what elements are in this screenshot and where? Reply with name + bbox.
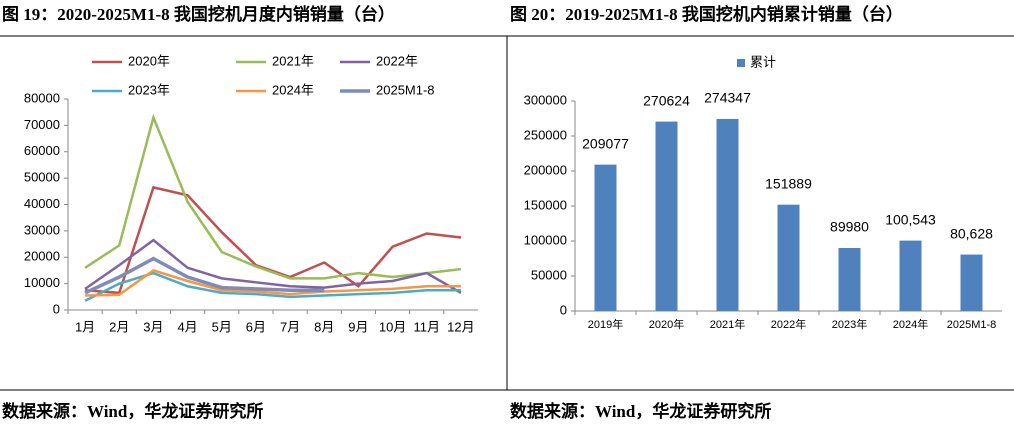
y-tick-label: 20000	[24, 249, 60, 264]
x-tick-label: 2023年	[832, 317, 867, 331]
x-tick-label: 2022年	[771, 317, 806, 331]
bar	[594, 164, 617, 311]
bar	[777, 204, 800, 311]
value-label: 209077	[582, 135, 629, 151]
legend-label: 2023年	[128, 82, 170, 97]
series-line	[84, 238, 462, 294]
legend-label: 累计	[750, 54, 776, 69]
y-tick-label: 300000	[524, 92, 567, 107]
y-tick-label: 0	[53, 301, 60, 316]
series-line	[85, 269, 461, 297]
x-tick-label: 1月	[75, 319, 95, 334]
x-tick-label: 4月	[177, 319, 197, 334]
x-tick-label: 2024年	[893, 317, 928, 331]
y-tick-label: 40000	[24, 196, 60, 211]
x-tick-label: 3月	[143, 319, 163, 334]
x-tick-label: 2020年	[649, 317, 684, 331]
x-tick-label: 2019年	[588, 317, 623, 331]
y-tick-label: 80000	[24, 90, 60, 105]
value-label: 151889	[765, 175, 812, 191]
y-tick-label: 70000	[24, 117, 60, 132]
x-tick-label: 6月	[246, 319, 266, 334]
x-tick-label: 12月	[447, 319, 474, 334]
x-tick-label: 11月	[414, 319, 441, 334]
value-label: 80,628	[950, 225, 993, 241]
x-tick-label: 2月	[109, 319, 129, 334]
y-tick-label: 50000	[531, 267, 567, 282]
bar	[838, 248, 861, 311]
y-tick-label: 10000	[24, 275, 60, 290]
x-tick-label: 9月	[348, 319, 368, 334]
x-tick-label: 2021年	[710, 317, 745, 331]
source: 数据来源：Wind，华龙证券研究所	[510, 401, 771, 421]
value-label: 100,543	[885, 211, 936, 227]
y-tick-label: 100000	[524, 232, 567, 247]
legend-label: 2022年	[376, 53, 418, 68]
y-tick-label: 200000	[524, 162, 567, 177]
value-label: 270624	[643, 92, 690, 108]
bar	[655, 121, 678, 311]
y-tick-label: 0	[560, 302, 567, 317]
y-tick-label: 250000	[524, 127, 567, 142]
legend-swatch	[737, 59, 745, 67]
x-tick-label: 7月	[280, 319, 300, 334]
legend-label: 2024年	[272, 82, 314, 97]
x-tick-label: 2025M1-8	[947, 319, 997, 331]
value-label: 274347	[704, 90, 751, 106]
bar	[960, 254, 983, 311]
x-tick-label: 5月	[212, 319, 232, 334]
bar	[899, 240, 922, 311]
y-tick-label: 150000	[524, 197, 567, 212]
source: 数据来源：Wind，华龙证券研究所	[2, 401, 263, 421]
x-tick-label: 10月	[379, 319, 406, 334]
series-line	[84, 113, 462, 280]
bar	[716, 118, 739, 312]
legend-label: 2025M1-8	[376, 82, 435, 97]
chart-title: 图 19：2020-2025M1-8 我国挖机月度内销销量（台）	[2, 4, 395, 24]
value-label: 89980	[830, 219, 869, 235]
series-line	[84, 256, 325, 295]
y-tick-label: 60000	[24, 143, 60, 158]
y-tick-label: 50000	[24, 170, 60, 185]
legend-label: 2020年	[128, 53, 170, 68]
y-tick-label: 30000	[24, 222, 60, 237]
chart-title: 图 20：2019-2025M1-8 我国挖机内销累计销量（台）	[510, 4, 903, 24]
legend-label: 2021年	[272, 53, 314, 68]
x-tick-label: 8月	[314, 319, 334, 334]
